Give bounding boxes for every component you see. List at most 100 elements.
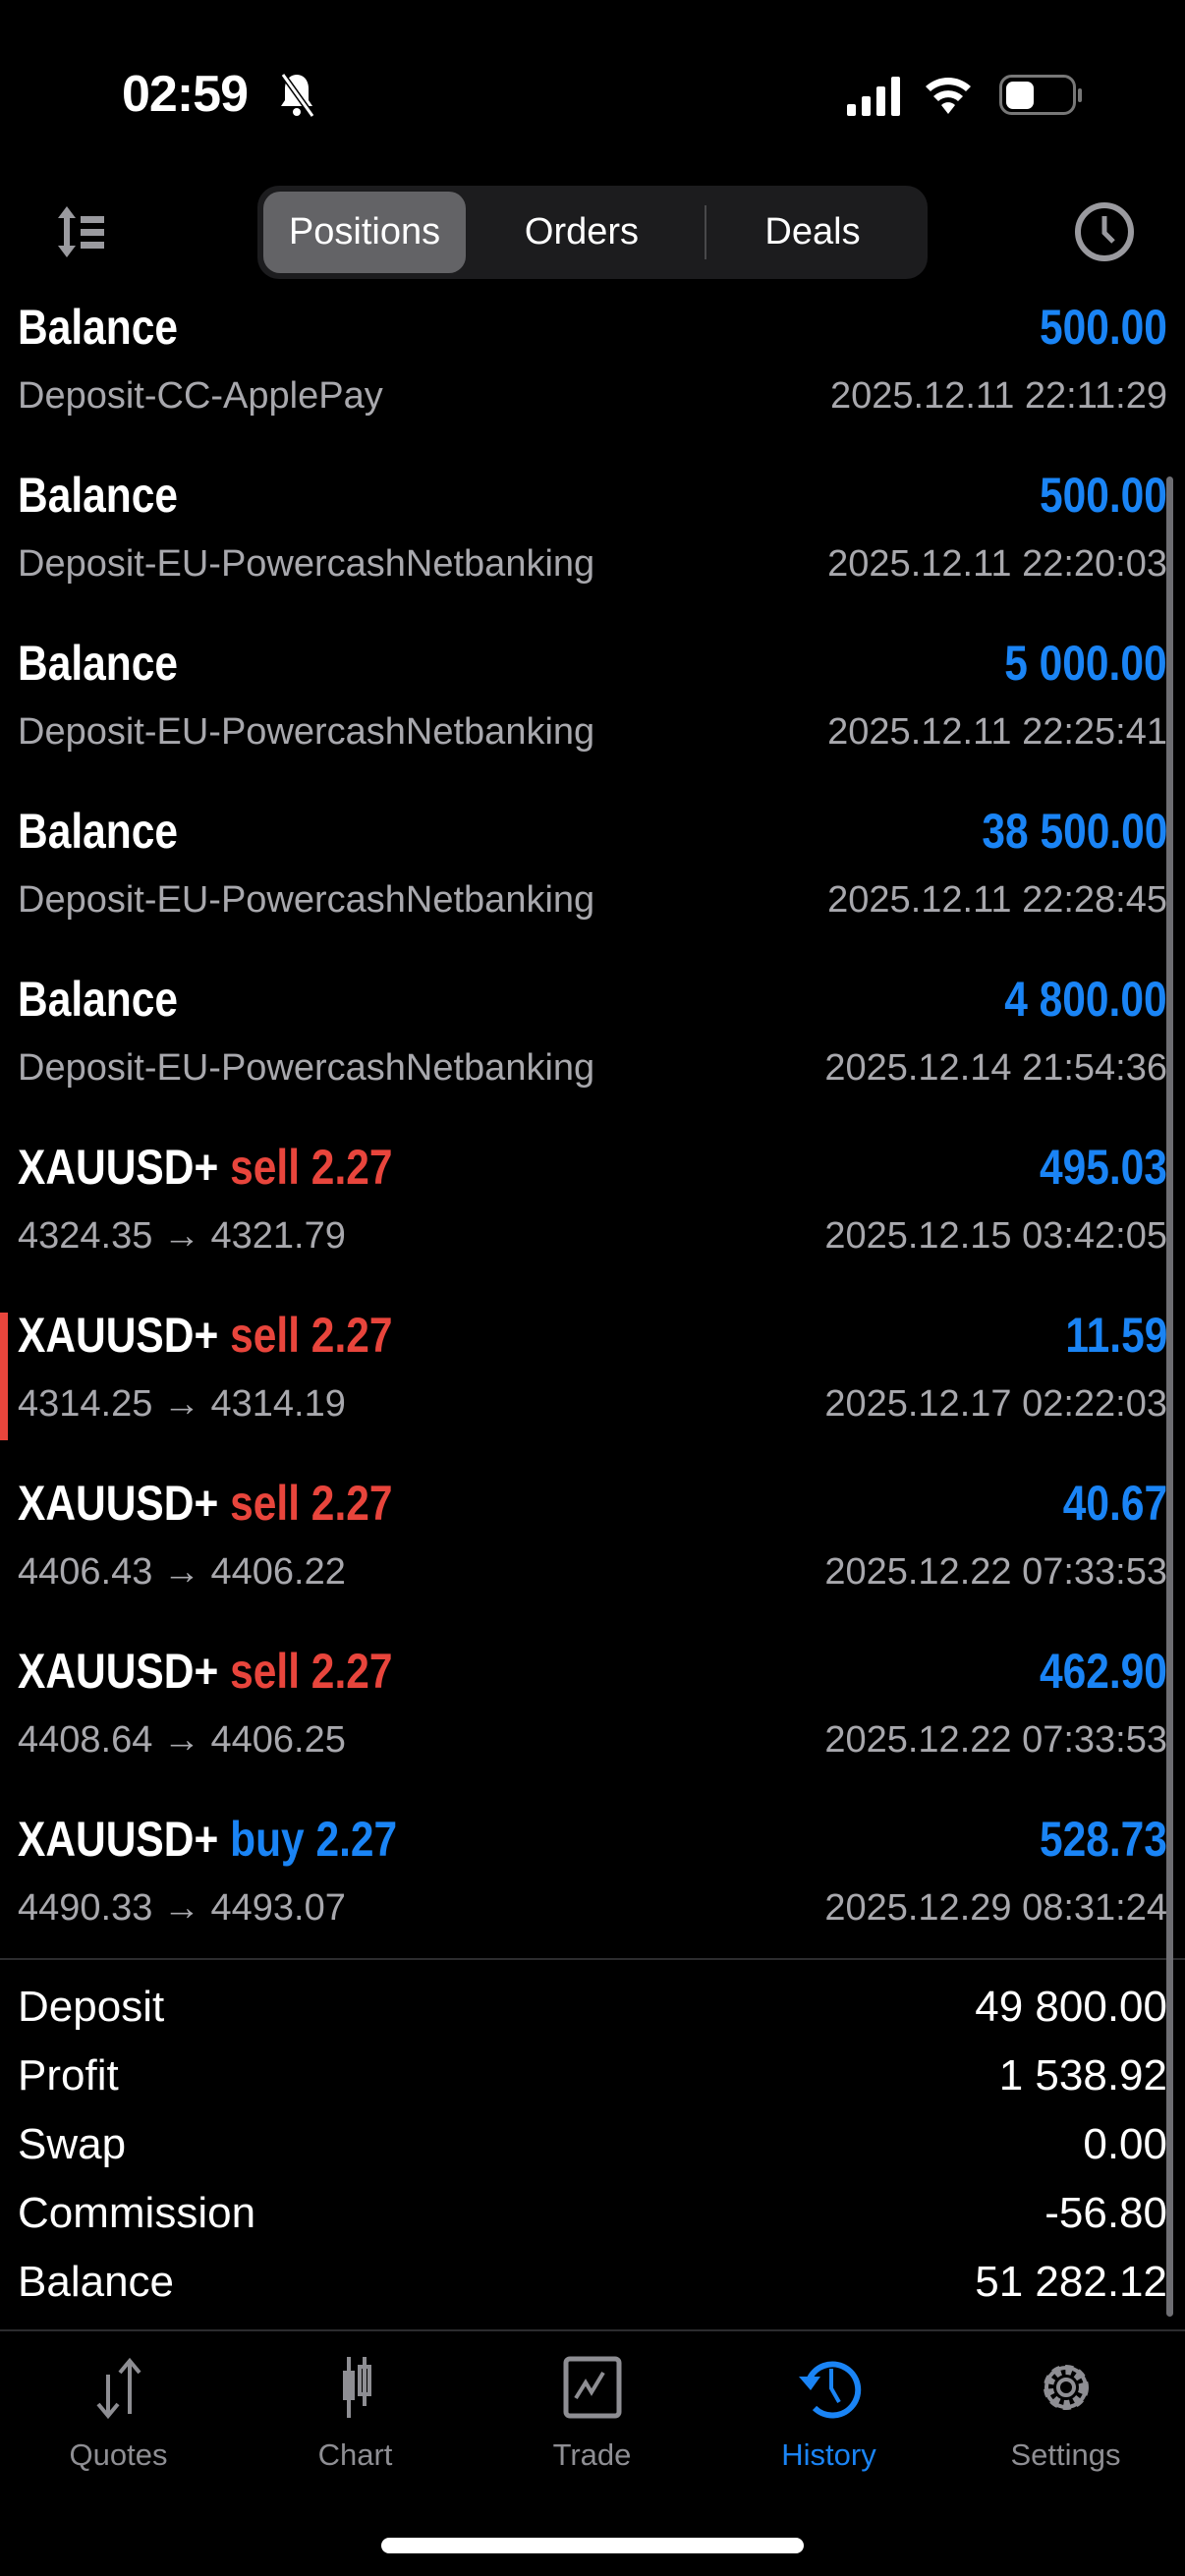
deal-item[interactable]: XAUUSD+ sell 2.27 495.03 4324.35 → 4321.79… <box>0 1125 1185 1293</box>
tab-positions[interactable]: Positions <box>263 192 466 273</box>
tab-chart[interactable]: Chart <box>237 2353 474 2473</box>
deal-item[interactable]: XAUUSD+ buy 2.27 528.73 4490.33 → 4493.07 2… <box>0 1797 1185 1965</box>
battery-icon <box>999 75 1082 115</box>
list-item[interactable]: Balance 500.00 Deposit-EU-PowercashNetbank… <box>0 453 1185 621</box>
quotes-arrows-icon <box>95 2357 141 2420</box>
status-time: 02:59 <box>122 66 249 123</box>
divider <box>0 1958 1185 1960</box>
item-prices: 4408.64 → 4406.25 <box>18 1719 346 1761</box>
gear-icon <box>1043 2365 1089 2410</box>
item-date: 2025.12.22 07:33:53 <box>824 1551 1167 1593</box>
item-comment: Deposit-EU-PowercashNetbanking <box>18 879 595 921</box>
item-amount: 495.03 <box>1040 1140 1167 1195</box>
tab-orders[interactable]: Orders <box>524 211 640 252</box>
item-amount: 38 500.00 <box>981 804 1167 859</box>
item-amount: 4 800.00 <box>1004 972 1167 1027</box>
item-title: XAUUSD+ sell 2.27 <box>18 1307 393 1364</box>
home-indicator[interactable] <box>381 2538 804 2553</box>
summary-deposit: Deposit 49 800.00 <box>18 1973 1167 2042</box>
item-comment: Deposit-EU-PowercashNetbanking <box>18 711 595 753</box>
deal-side: sell 2.27 <box>230 1476 393 1531</box>
scrollbar[interactable] <box>1166 476 1173 2317</box>
item-amount: 500.00 <box>1040 468 1167 523</box>
symbol: XAUUSD+ <box>18 1644 219 1699</box>
deal-side: sell 2.27 <box>230 1308 393 1363</box>
symbol: XAUUSD+ <box>18 1812 219 1867</box>
item-date: 2025.12.11 22:20:03 <box>827 543 1167 585</box>
item-date: 2025.12.11 22:25:41 <box>827 711 1167 753</box>
tab-label: Settings <box>1010 2437 1121 2472</box>
item-title: Balance <box>18 468 179 523</box>
sort-icon[interactable] <box>55 204 110 259</box>
summary-value: 51 282.12 <box>975 2258 1167 2306</box>
item-prices: 4490.33 → 4493.07 <box>18 1887 346 1929</box>
item-title: Balance <box>18 636 179 691</box>
item-prices: 4314.25 → 4314.19 <box>18 1383 346 1425</box>
summary-commission: Commission -56.80 <box>18 2179 1167 2248</box>
deal-side: sell 2.27 <box>230 1644 393 1699</box>
summary-value: 49 800.00 <box>975 1983 1167 2031</box>
tab-trade[interactable]: Trade <box>474 2353 710 2473</box>
item-title: XAUUSD+ sell 2.27 <box>18 1475 393 1532</box>
history-list: Balance 500.00 Deposit-CC-ApplePay 2025.12.… <box>0 285 1185 1965</box>
list-item[interactable]: Balance 4 800.00 Deposit-EU-PowercashNetba… <box>0 957 1185 1125</box>
item-prices: 4324.35 → 4321.79 <box>18 1215 346 1257</box>
item-amount: 462.90 <box>1040 1644 1167 1699</box>
summary-label: Profit <box>18 2051 119 2100</box>
tab-history[interactable]: History <box>710 2353 947 2473</box>
tab-label: Chart <box>317 2437 393 2472</box>
summary-swap: Swap 0.00 <box>18 2110 1167 2179</box>
item-date: 2025.12.15 03:42:05 <box>824 1215 1167 1257</box>
summary-balance: Balance 51 282.12 <box>18 2248 1167 2317</box>
item-amount: 500.00 <box>1040 300 1167 355</box>
list-item[interactable]: Balance 38 500.00 Deposit-EU-PowercashNetb… <box>0 789 1185 957</box>
item-comment: Deposit-EU-PowercashNetbanking <box>18 543 595 585</box>
item-date: 2025.12.22 07:33:53 <box>824 1719 1167 1761</box>
summary-label: Deposit <box>18 1983 165 2031</box>
item-date: 2025.12.17 02:22:03 <box>824 1383 1167 1425</box>
summary-value: -56.80 <box>1044 2189 1167 2237</box>
symbol: XAUUSD+ <box>18 1308 219 1363</box>
item-title: Balance <box>18 300 179 355</box>
tab-label: Trade <box>552 2437 632 2472</box>
item-date: 2025.12.29 08:31:24 <box>824 1887 1167 1929</box>
segment-divider <box>705 205 706 259</box>
item-date: 2025.12.14 21:54:36 <box>824 1047 1167 1089</box>
tab-quotes[interactable]: Quotes <box>0 2353 237 2473</box>
symbol: XAUUSD+ <box>18 1140 219 1195</box>
item-amount: 11.59 <box>1064 1308 1167 1363</box>
summary-value: 1 538.92 <box>998 2051 1167 2100</box>
deal-item[interactable]: XAUUSD+ sell 2.27 11.59 4314.25 → 4314.19 2… <box>0 1293 1185 1461</box>
signal-icon <box>847 77 900 116</box>
symbol: XAUUSD+ <box>18 1476 219 1531</box>
bell-slash-icon <box>280 73 315 118</box>
history-icon <box>798 2361 861 2419</box>
wifi-icon <box>926 78 971 114</box>
tab-deals[interactable]: Deals <box>764 211 861 252</box>
item-amount: 528.73 <box>1040 1812 1167 1867</box>
list-item[interactable]: Balance 5 000.00 Deposit-EU-PowercashNetba… <box>0 621 1185 789</box>
item-title: Balance <box>18 804 179 859</box>
deal-item[interactable]: XAUUSD+ sell 2.27 462.90 4408.64 → 4406.25… <box>0 1629 1185 1797</box>
tab-label: History <box>781 2437 876 2472</box>
item-title: XAUUSD+ sell 2.27 <box>18 1643 393 1700</box>
clock-icon[interactable] <box>1073 200 1136 263</box>
item-amount: 40.67 <box>1062 1476 1167 1531</box>
list-item[interactable]: Balance 500.00 Deposit-CC-ApplePay 2025.12.… <box>0 285 1185 453</box>
deal-side: buy 2.27 <box>230 1812 398 1867</box>
tab-settings[interactable]: Settings <box>947 2353 1184 2473</box>
summary-profit: Profit 1 538.92 <box>18 2042 1167 2110</box>
item-date: 2025.12.11 22:11:29 <box>829 375 1167 417</box>
item-title: XAUUSD+ buy 2.27 <box>18 1811 397 1868</box>
candlestick-icon <box>342 2357 371 2418</box>
tab-label: Quotes <box>69 2437 168 2472</box>
selected-marker <box>0 1313 8 1440</box>
segmented-control: Positions Orders Deals <box>257 186 928 279</box>
summary-label: Commission <box>18 2189 256 2237</box>
item-title: XAUUSD+ sell 2.27 <box>18 1139 393 1196</box>
deal-item[interactable]: XAUUSD+ sell 2.27 40.67 4406.43 → 4406.22 2… <box>0 1461 1185 1629</box>
item-date: 2025.12.11 22:28:45 <box>827 879 1167 921</box>
item-amount: 5 000.00 <box>1004 636 1167 691</box>
item-title: Balance <box>18 972 179 1027</box>
summary-value: 0.00 <box>1083 2120 1167 2168</box>
